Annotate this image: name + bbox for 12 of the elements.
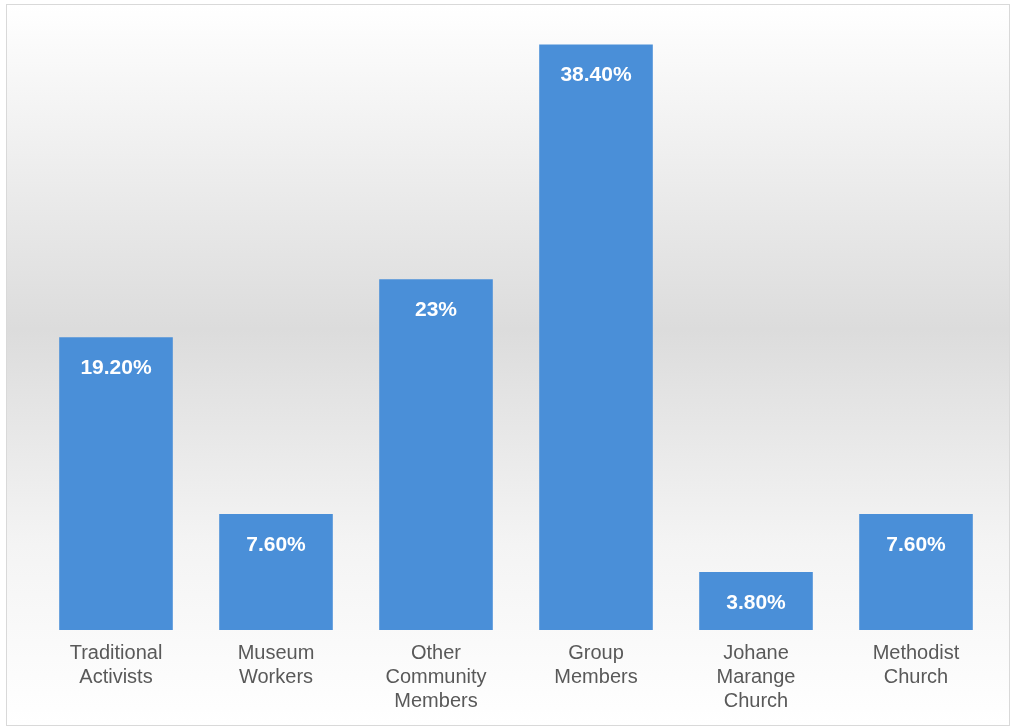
x-tick-label: Other Community Members [385,640,487,711]
data-label: 19.20% [80,355,152,378]
x-tick-label: Museum Workers [237,640,315,687]
data-label: 38.40% [560,62,632,86]
x-tick-label: Traditional Activists [69,640,163,687]
x-tick-label: Group Members [554,640,638,687]
x-tick-label: Methodist Church [872,640,960,687]
x-tick-label: Johane Marange Church [716,640,796,711]
data-label: 3.80% [726,589,787,613]
data-label: 7.60% [886,531,947,555]
data-label: 7.60% [246,531,307,555]
data-label: 23% [414,297,458,321]
